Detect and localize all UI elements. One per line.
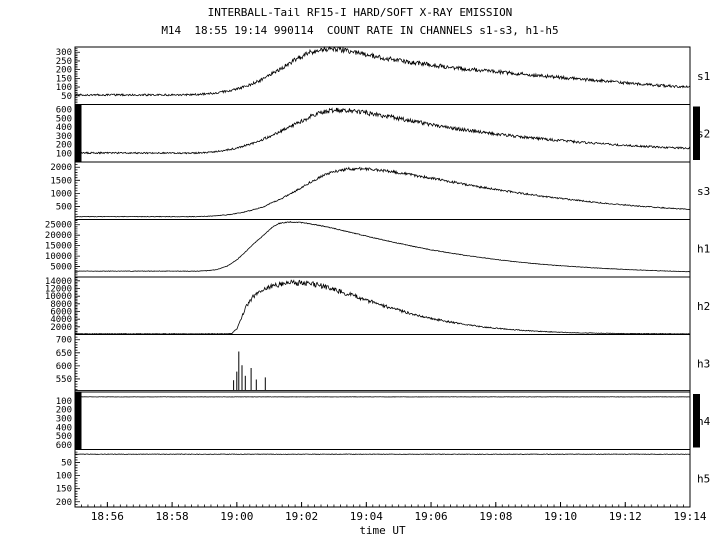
y-ticks-s3 [75, 164, 80, 218]
y-tick-label-s2: 300 [56, 132, 72, 142]
y-ticks-s1 [75, 48, 80, 104]
channel-label-h1: h1 [697, 242, 710, 255]
y-tick-label-s3: 1000 [50, 189, 72, 199]
series-s2 [74, 107, 691, 155]
y-tick-label-h4: 200 [56, 406, 72, 416]
y-tick-label-h2: 6000 [50, 308, 72, 318]
y-ticks-h2 [75, 277, 80, 334]
y-tick-label-h2: 12000 [45, 285, 72, 295]
y-tick-label-s1: 50 [61, 92, 72, 102]
y-tick-label-h3: 650 [56, 349, 72, 359]
y-tick-label-h5: 150 [56, 485, 72, 495]
channel-label-h4: h4 [697, 415, 711, 428]
x-tick-label: 19:02 [285, 510, 318, 523]
panel-frame-h4 [74, 391, 691, 450]
y-tick-label-h4: 100 [56, 397, 72, 407]
y-tick-label-s2: 100 [56, 149, 72, 159]
y-tick-label-s1: 250 [56, 57, 72, 67]
x-tick-label: 19:12 [609, 510, 642, 523]
channel-label-h3: h3 [697, 357, 710, 370]
y-tick-label-h4: 500 [56, 432, 72, 442]
x-tick-label: 19:14 [673, 510, 706, 523]
y-tick-label-h1: 15000 [45, 242, 72, 252]
series-h5 [74, 453, 691, 455]
panel-frame-h5 [74, 449, 691, 508]
y-tick-label-h3: 600 [56, 362, 72, 372]
y-ticks-h5 [75, 451, 80, 505]
y-tick-label-s2: 600 [56, 106, 72, 116]
y-tick-label-h1: 5000 [50, 263, 72, 273]
y-tick-label-s3: 1500 [50, 176, 72, 186]
panel-frame-s2 [74, 104, 691, 163]
x-tick-label: 19:00 [220, 510, 253, 523]
x-tick-label: 19:10 [544, 510, 577, 523]
series-h2 [74, 279, 691, 335]
channel-label-h5: h5 [697, 472, 710, 485]
y-tick-label-s1: 300 [56, 48, 72, 58]
channel-label-s2: s2 [697, 127, 710, 140]
y-tick-label-h3: 550 [56, 375, 72, 385]
series-s1 [74, 45, 691, 97]
y-tick-label-s3: 2000 [50, 163, 72, 173]
y-tick-label-s3: 500 [56, 202, 72, 212]
y-tick-label-h1: 10000 [45, 252, 72, 262]
y-tick-label-h4: 400 [56, 423, 72, 433]
y-tick-label-h2: 8000 [50, 300, 72, 310]
saturation-bar-left-s2 [75, 105, 82, 162]
y-tick-label-s2: 500 [56, 114, 72, 124]
y-tick-label-h1: 25000 [45, 221, 72, 231]
y-tick-label-h2: 4000 [50, 315, 72, 325]
channel-label-s3: s3 [697, 185, 710, 198]
x-tick-label: 18:56 [91, 510, 124, 523]
x-tick-label: 19:06 [414, 510, 447, 523]
x-tick-label: 18:58 [156, 510, 189, 523]
saturation-bar-right-h4 [693, 394, 700, 448]
y-ticks-h1 [75, 220, 80, 276]
y-tick-label-s1: 200 [56, 66, 72, 76]
x-tick-label: 19:04 [350, 510, 383, 523]
y-tick-label-h5: 50 [61, 459, 72, 469]
x-axis-title: time UT [359, 524, 406, 537]
channel-label-s1: s1 [697, 70, 710, 83]
y-tick-label-s2: 200 [56, 141, 72, 151]
y-tick-label-h5: 100 [56, 472, 72, 482]
y-tick-label-h2: 2000 [50, 323, 72, 333]
series-s3 [74, 166, 691, 218]
series-h1 [74, 221, 691, 273]
chart-subtitle: M14 18:55 19:14 990114 COUNT RATE IN CHA… [161, 24, 559, 37]
saturation-bar-right-s2 [693, 106, 700, 160]
y-tick-label-s1: 100 [56, 83, 72, 93]
y-ticks-h3 [75, 336, 80, 390]
y-tick-label-s2: 400 [56, 123, 72, 133]
y-tick-label-s1: 150 [56, 74, 72, 84]
y-tick-label-h2: 10000 [45, 292, 72, 302]
saturation-bar-left-h4 [75, 392, 82, 449]
panel-frame-h3 [74, 334, 691, 393]
channel-label-h2: h2 [697, 300, 710, 313]
y-tick-label-h1: 20000 [45, 231, 72, 241]
chart-title: INTERBALL-Tail RF15-I HARD/SOFT X-RAY EM… [207, 6, 513, 19]
x-tick-label: 19:08 [479, 510, 512, 523]
y-tick-label-h3: 700 [56, 336, 72, 346]
y-tick-label-h2: 14000 [45, 277, 72, 287]
y-tick-label-h4: 300 [56, 415, 72, 425]
y-tick-label-h5: 200 [56, 498, 72, 508]
y-tick-label-h4: 600 [56, 441, 72, 451]
